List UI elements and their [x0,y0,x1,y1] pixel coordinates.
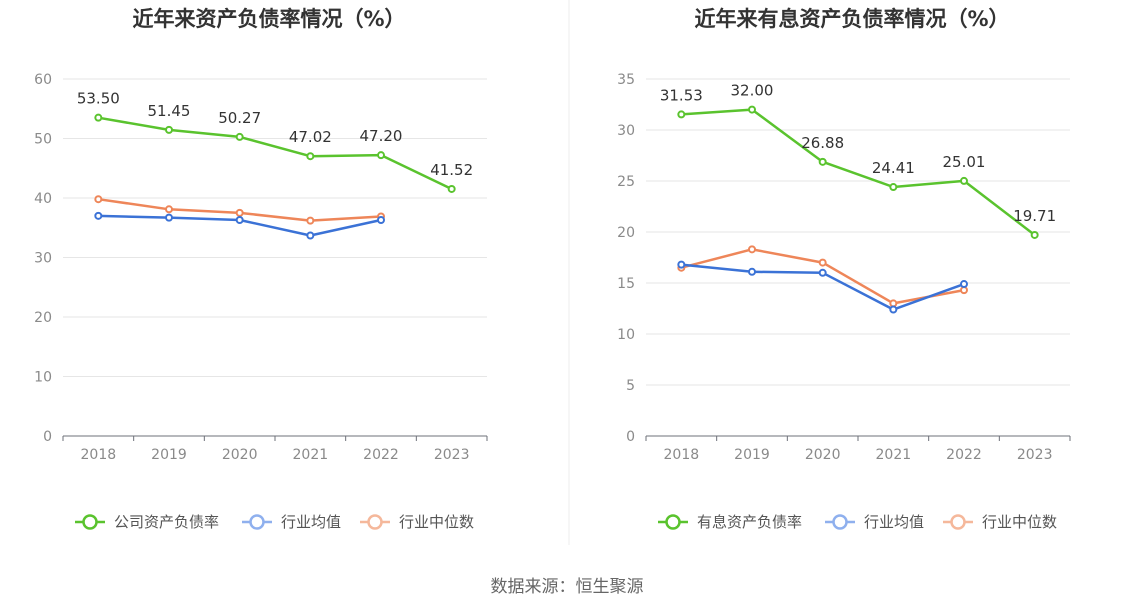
x-tick-label: 2022 [363,447,399,463]
data-point [677,260,686,269]
data-point [306,152,315,161]
y-tick-label: 50 [34,132,52,148]
data-label: 31.53 [660,86,703,104]
legend-label: 行业中位数 [399,513,474,531]
chart-title-1: 近年来资产负债率情况（%） [132,7,405,31]
legend-swatch-marker [950,514,966,530]
data-label: 50.27 [218,109,261,127]
data-point [818,157,827,166]
series-line [98,116,453,191]
data-point [94,211,103,220]
data-point [889,183,898,192]
data-label: 41.52 [430,161,473,179]
legend-label: 有息资产负债率 [697,513,802,531]
data-point [306,216,315,225]
data-label: 26.88 [801,134,844,152]
data-point [1030,230,1039,239]
legend-swatch-marker [249,514,265,530]
x-tick-label: 2019 [151,447,187,463]
data-point [960,280,968,289]
y-tick-label: 30 [34,251,52,267]
y-tick-label: 35 [617,72,635,88]
data-label: 32.00 [731,82,774,100]
data-label: 47.02 [289,128,332,146]
data-point [889,305,898,314]
data-point [447,184,456,193]
data-source-text: 数据来源：恒生聚源 [491,577,644,597]
data-point [748,105,756,114]
y-tick-label: 40 [34,191,52,207]
y-tick-label: 20 [34,310,52,326]
data-point [235,216,244,225]
data-point [818,258,827,267]
data-point [235,208,244,217]
data-point [94,113,103,122]
data-point [94,195,103,204]
y-tick-label: 25 [617,174,635,190]
y-tick-label: 0 [43,429,52,445]
data-point [165,213,173,222]
x-tick-label: 2022 [946,447,982,463]
y-tick-label: 10 [34,370,52,386]
series-line [681,108,1036,236]
data-label: 25.01 [943,153,986,171]
x-tick-label: 2020 [805,447,841,463]
data-label: 19.71 [1013,207,1056,225]
x-tick-label: 2023 [1017,447,1053,463]
data-point [748,267,756,276]
data-label: 51.45 [148,102,191,120]
x-tick-label: 2020 [222,447,258,463]
chart-title-2: 近年来有息资产负债率情况（%） [694,7,1009,31]
data-point [165,205,173,214]
data-point [748,245,756,254]
legend-label: 行业中位数 [982,513,1057,531]
x-tick-label: 2018 [664,447,700,463]
y-tick-label: 30 [617,123,635,139]
legend-label: 公司资产负债率 [114,513,219,531]
data-label: 24.41 [872,159,915,177]
legend-swatch-marker [367,514,383,530]
y-tick-label: 15 [617,276,635,292]
x-tick-label: 2023 [434,447,470,463]
y-tick-label: 60 [34,72,52,88]
data-point [889,299,898,308]
legend-label: 行业均值 [281,513,341,531]
data-point [377,151,385,160]
legend-swatch-marker [832,514,848,530]
data-point [235,132,244,141]
y-tick-label: 20 [617,225,635,241]
x-tick-label: 2021 [293,447,329,463]
x-tick-label: 2018 [81,447,117,463]
y-tick-label: 10 [617,327,635,343]
data-point [960,286,968,295]
data-point [960,176,968,185]
data-label: 47.20 [360,127,403,145]
data-point [306,231,315,240]
data-label: 53.50 [77,90,120,108]
y-tick-label: 0 [626,429,635,445]
data-point [377,216,385,225]
legend-swatch-marker [665,514,681,530]
data-point [165,125,173,134]
legend-label: 行业均值 [864,513,924,531]
x-tick-label: 2019 [734,447,770,463]
y-tick-label: 5 [626,378,635,394]
x-tick-label: 2021 [876,447,912,463]
data-point [818,268,827,277]
legend-swatch-marker [82,514,98,530]
data-point [677,110,686,119]
